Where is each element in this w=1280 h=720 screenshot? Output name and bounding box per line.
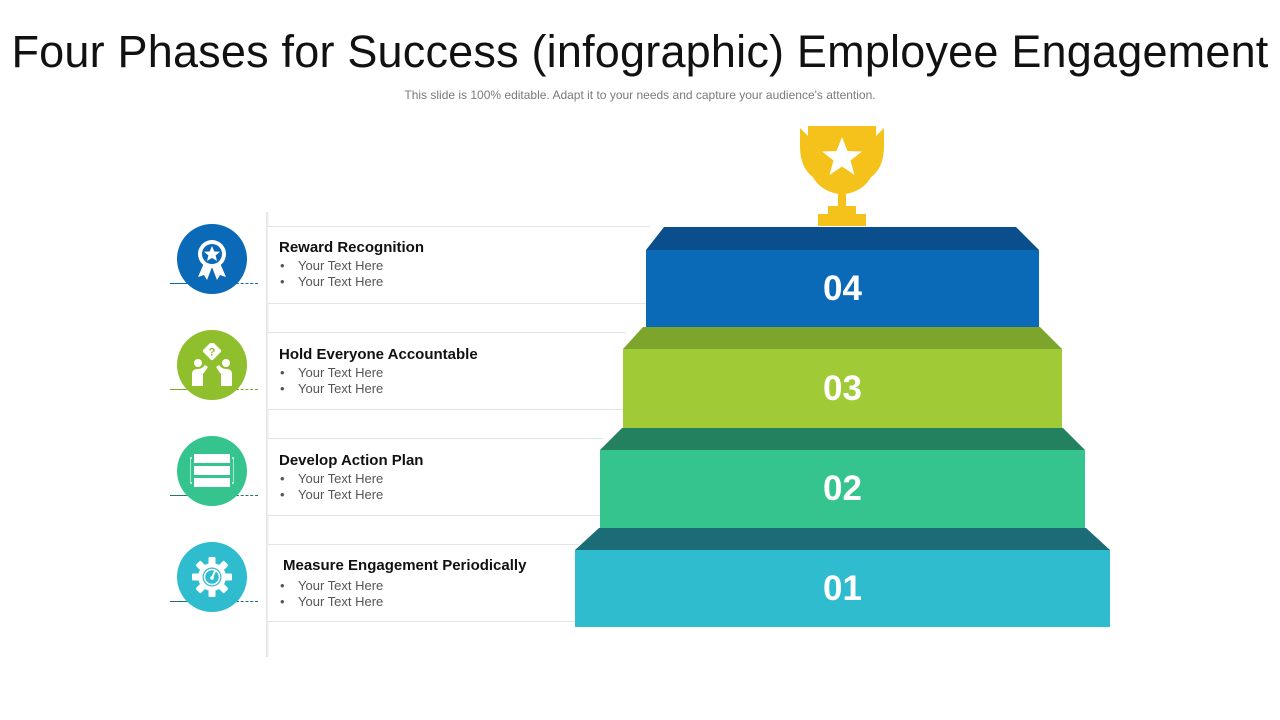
phase-bullet: • Your Text Here	[280, 578, 384, 593]
step-top-02	[600, 428, 1085, 450]
bullet-marker: •	[280, 487, 285, 502]
team-question-icon: ?	[192, 343, 232, 386]
award-ribbon-icon	[198, 240, 226, 280]
action-plan-icon	[190, 454, 234, 487]
step-02: 02	[600, 450, 1085, 528]
step-top-03	[623, 327, 1062, 349]
bullet-marker: •	[280, 381, 285, 396]
bullet-marker: •	[280, 365, 285, 380]
bullet-marker: •	[280, 578, 285, 593]
phase-circle-1	[177, 542, 247, 612]
phase-bullet: • Your Text Here	[280, 471, 384, 486]
trophy-star-icon	[800, 126, 884, 226]
gear-gauge-icon	[192, 557, 232, 597]
page-subtitle: This slide is 100% editable. Adapt it to…	[404, 88, 876, 102]
phase-title-develop-action-plan: Develop Action Plan	[279, 452, 424, 469]
phase-bullet: • Your Text Here	[280, 487, 384, 502]
phase-bullet: • Your Text Here	[280, 365, 384, 380]
step-01: 01	[575, 550, 1110, 627]
phase-panel-1	[268, 544, 579, 622]
vertical-divider	[266, 212, 269, 657]
phase-bullet: • Your Text Here	[280, 274, 384, 289]
phase-circle-2	[177, 436, 247, 506]
step-top-04	[646, 227, 1039, 250]
step-04: 04	[646, 250, 1039, 327]
phase-title-hold-everyone-accountable: Hold Everyone Accountable	[279, 346, 478, 363]
phase-title-measure-engagement: Measure Engagement Periodically	[283, 557, 527, 574]
bullet-marker: •	[280, 258, 285, 273]
phase-panel-2	[268, 438, 603, 516]
phase-bullet: • Your Text Here	[280, 258, 384, 273]
bullet-marker: •	[280, 471, 285, 486]
bullet-marker: •	[280, 594, 285, 609]
phase-circle-3: ?	[177, 330, 247, 400]
phase-panel-3	[268, 332, 626, 410]
phase-bullet: • Your Text Here	[280, 381, 384, 396]
svg-text:?: ?	[209, 347, 216, 359]
step-top-01	[575, 528, 1110, 550]
phase-bullet: • Your Text Here	[280, 594, 384, 609]
page-title: Four Phases for Success (infographic) Em…	[11, 26, 1269, 77]
phase-title-reward-recognition: Reward Recognition	[279, 239, 425, 256]
bullet-marker: •	[280, 274, 285, 289]
phase-circle-4	[177, 224, 247, 294]
step-03: 03	[623, 349, 1062, 428]
phase-panel-4	[268, 226, 650, 304]
